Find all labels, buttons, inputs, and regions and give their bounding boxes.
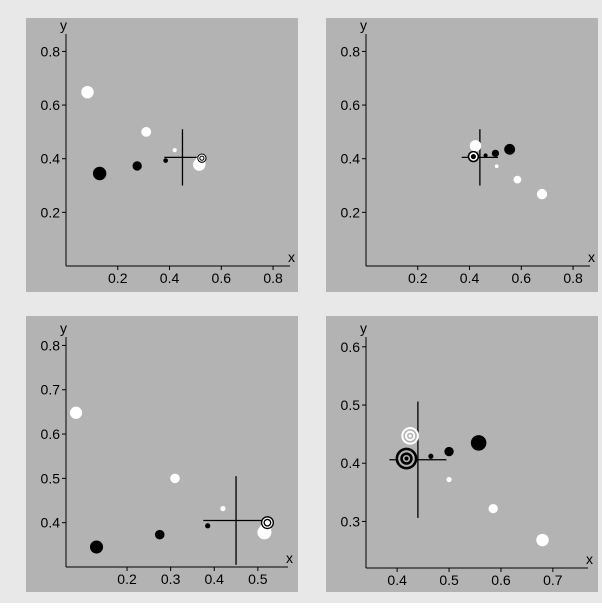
chart-panel-1: 0.2 0.4 0.6 0.8 0.2 0.4 0.6 0.8 x y xyxy=(26,17,298,292)
data-point xyxy=(170,473,180,484)
x-tick-label: 0.6 xyxy=(212,270,232,286)
data-point xyxy=(483,153,488,158)
x-tick-label: 0.5 xyxy=(439,572,459,588)
x-tick-label: 0.3 xyxy=(161,571,181,587)
y-axis-label: y xyxy=(360,320,367,336)
y-tick-label: 0.8 xyxy=(341,43,361,59)
data-point xyxy=(200,156,204,160)
panel-background xyxy=(26,18,298,292)
data-point xyxy=(220,505,226,512)
x-axis-label: x xyxy=(286,550,293,566)
y-tick-label: 0.6 xyxy=(41,97,61,113)
data-point xyxy=(536,188,548,200)
panel-background xyxy=(26,316,298,592)
x-tick-label: 0.6 xyxy=(491,572,511,588)
x-axis-label: x xyxy=(588,249,595,265)
y-tick-label: 0.4 xyxy=(41,151,61,167)
data-point xyxy=(513,175,522,184)
x-tick-label: 0.6 xyxy=(512,270,532,286)
x-tick-label: 0.2 xyxy=(408,270,428,286)
y-tick-label: 0.4 xyxy=(341,151,361,167)
data-point xyxy=(488,503,498,514)
x-tick-label: 0.4 xyxy=(205,571,225,587)
y-tick-label: 0.6 xyxy=(341,97,361,113)
x-tick-label: 0.2 xyxy=(117,571,137,587)
y-tick-label: 0.5 xyxy=(41,470,61,486)
y-tick-label: 0.6 xyxy=(341,339,361,355)
data-point xyxy=(471,141,480,149)
data-point xyxy=(444,446,454,457)
x-axis-label: x xyxy=(586,551,593,567)
y-tick-label: 0.4 xyxy=(41,515,61,531)
data-point xyxy=(491,149,500,157)
data-point xyxy=(81,85,94,99)
data-point xyxy=(536,533,549,547)
y-tick-label: 0.2 xyxy=(41,204,61,220)
y-axis-label: y xyxy=(60,17,67,33)
y-tick-label: 0.3 xyxy=(341,513,361,529)
x-tick-label: 0.4 xyxy=(160,270,180,286)
panel-background xyxy=(326,316,598,592)
data-point xyxy=(89,540,104,554)
x-tick-label: 0.4 xyxy=(387,572,407,588)
data-point xyxy=(132,161,142,171)
data-point xyxy=(470,435,487,451)
y-tick-label: 0.5 xyxy=(341,397,361,413)
data-point xyxy=(264,520,271,526)
y-axis-label: y xyxy=(60,320,67,336)
data-point xyxy=(163,158,168,163)
data-point xyxy=(404,456,409,461)
data-point xyxy=(69,406,83,419)
panel-background xyxy=(326,18,598,292)
data-point xyxy=(154,529,165,540)
data-point xyxy=(446,476,452,483)
y-tick-label: 0.8 xyxy=(41,337,61,353)
y-tick-label: 0.4 xyxy=(341,455,361,471)
x-axis-label: x xyxy=(288,249,295,265)
data-point xyxy=(141,126,152,137)
data-point xyxy=(428,453,434,459)
x-tick-label: 0.7 xyxy=(543,572,563,588)
x-tick-label: 0.8 xyxy=(563,270,583,286)
y-tick-label: 0.6 xyxy=(41,426,61,442)
y-axis-label: y xyxy=(360,17,367,33)
y-tick-label: 0.7 xyxy=(41,382,61,398)
data-point xyxy=(470,153,477,160)
chart-panel-2: 0.2 0.4 0.6 0.8 0.2 0.4 0.6 0.8 x y xyxy=(326,17,598,292)
data-point xyxy=(172,148,177,153)
data-point xyxy=(408,434,412,438)
data-point xyxy=(504,143,516,155)
chart-panel-3: 0.2 0.3 0.4 0.5 0.4 0.5 0.6 0.7 0.8 x y xyxy=(26,316,298,592)
y-tick-label: 0.8 xyxy=(41,43,61,59)
x-tick-label: 0.8 xyxy=(263,270,283,286)
data-point xyxy=(494,164,499,169)
data-point xyxy=(205,523,211,529)
x-tick-label: 0.5 xyxy=(248,571,268,587)
x-tick-label: 0.2 xyxy=(108,270,128,286)
chart-panel-4: 0.4 0.5 0.6 0.7 0.3 0.4 0.5 0.6 x y xyxy=(326,316,598,592)
data-point xyxy=(92,166,107,181)
x-tick-label: 0.4 xyxy=(460,270,480,286)
y-tick-label: 0.2 xyxy=(341,204,361,220)
